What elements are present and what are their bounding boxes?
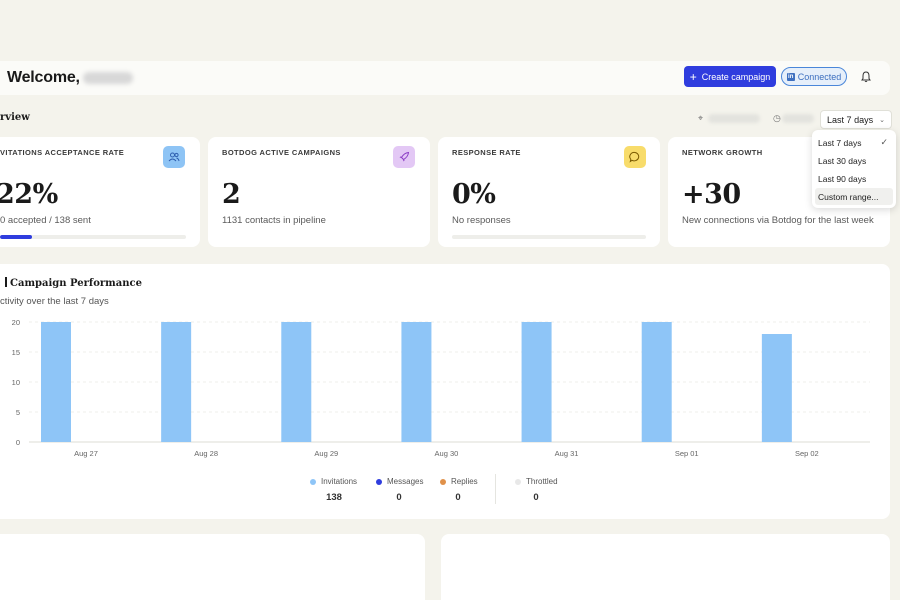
blurred-user-name: [82, 71, 133, 84]
legend-total-replies: 0: [455, 492, 461, 503]
stat-subtext: 1131 contacts in pipeline: [222, 215, 326, 226]
chart-title: Campaign Performance: [5, 277, 142, 289]
welcome-heading: Welcome,: [7, 69, 133, 87]
range-option-30-days[interactable]: Last 30 days: [815, 152, 893, 169]
top-header: Welcome, + Create campaign in Connected: [0, 61, 890, 95]
rocket-icon: [393, 146, 415, 168]
bar-invitations: [161, 322, 192, 442]
range-option-90-days[interactable]: Last 90 days: [815, 170, 893, 187]
range-option-label: Custom range...: [818, 191, 879, 202]
y-tick-label: 5: [16, 408, 20, 417]
create-campaign-button[interactable]: + Create campaign: [684, 66, 776, 87]
range-option-label: Last 30 days: [818, 155, 867, 166]
legend-dot: [310, 478, 316, 485]
plus-icon: +: [689, 69, 697, 84]
x-tick-label: Aug 30: [435, 449, 459, 458]
legend-total-throttled: 0: [533, 492, 539, 503]
bottom-card-left: [0, 534, 425, 600]
stat-value: 0%: [452, 179, 496, 210]
blurred-account-filter[interactable]: [708, 114, 760, 123]
date-range-dropdown: Last 7 days ✓ Last 30 days Last 90 days …: [812, 130, 896, 208]
stat-label: NETWORK GROWTH: [682, 148, 763, 157]
date-range-select[interactable]: Last 7 days ⌄: [820, 110, 892, 129]
progress-fill: [0, 235, 32, 239]
legend-total-invitations: 138: [326, 492, 342, 503]
acceptance-progress-bar: [0, 235, 186, 239]
bar-invitations: [521, 322, 552, 442]
campaign-performance-card: 0 5 10 15 20 Aug 27 Aug 28 Aug 29 Aug 30 Aug 31 Se…: [0, 264, 890, 519]
stat-subtext: New connections via Botdog for the last …: [682, 215, 874, 226]
overview-heading: rview: [0, 112, 30, 123]
response-progress-bar: [452, 235, 646, 239]
stat-card-acceptance-rate: VITATIONS ACCEPTANCE RATE 22% 0 accepted…: [0, 137, 200, 247]
y-tick-label: 0: [16, 438, 20, 447]
legend-item-messages[interactable]: Messages: [376, 477, 423, 486]
linkedin-connected-badge[interactable]: in Connected: [781, 67, 847, 86]
legend-item-invitations[interactable]: Invitations: [310, 477, 357, 486]
bottom-card-right: [441, 534, 890, 600]
range-option-label: Last 7 days: [818, 137, 862, 148]
x-tick-label: Aug 27: [74, 449, 98, 458]
blurred-time-filter[interactable]: [782, 114, 814, 123]
linkedin-icon: in: [786, 72, 795, 81]
stat-value: 22%: [0, 179, 58, 210]
legend-label: Messages: [387, 477, 424, 486]
legend-total-messages: 0: [396, 492, 402, 503]
legend-label: Replies: [451, 477, 478, 486]
y-tick-label: 20: [12, 318, 20, 327]
range-option-label: Last 90 days: [818, 173, 867, 184]
performance-bar-chart: 0 5 10 15 20 Aug 27 Aug 28 Aug 29 Aug 30 Aug 31 Se…: [12, 318, 870, 458]
stat-label: RESPONSE RATE: [452, 148, 521, 157]
create-campaign-label: Create campaign: [701, 71, 771, 82]
clock-icon: ◷: [773, 113, 781, 123]
range-option-7-days[interactable]: Last 7 days ✓: [815, 134, 893, 151]
bar-invitations: [761, 334, 792, 442]
bar-invitations: [641, 322, 672, 442]
bell-icon[interactable]: [859, 70, 873, 84]
x-tick-label: Sep 01: [675, 449, 699, 458]
legend-label: Throttled: [526, 477, 558, 486]
x-tick-label: Sep 02: [795, 449, 819, 458]
stat-subtext: No responses: [452, 215, 511, 226]
stat-label: BOTDOG ACTIVE CAMPAIGNS: [222, 148, 341, 157]
users-icon: [163, 146, 185, 168]
legend-item-throttled[interactable]: Throttled: [515, 477, 558, 486]
bar-invitations: [281, 322, 312, 442]
chart-title-text: Campaign Performance: [10, 278, 142, 289]
x-tick-label: Aug 28: [194, 449, 218, 458]
stat-card-active-campaigns: BOTDOG ACTIVE CAMPAIGNS 2 1131 contacts …: [208, 137, 430, 247]
legend-dot: [440, 478, 446, 485]
check-icon: ✓: [880, 137, 888, 147]
crosshair-icon: ⌖: [698, 113, 704, 123]
connected-label: Connected: [797, 71, 842, 82]
y-tick-label: 10: [12, 378, 20, 387]
bar-invitations: [401, 322, 432, 442]
chat-icon: [624, 146, 646, 168]
date-range-value: Last 7 days: [827, 114, 874, 125]
stat-subtext: 0 accepted / 138 sent: [0, 215, 91, 226]
stat-value: 2: [222, 179, 241, 210]
x-tick-label: Aug 29: [314, 449, 338, 458]
stat-card-response-rate: RESPONSE RATE 0% No responses: [438, 137, 660, 247]
range-option-custom[interactable]: Custom range...: [815, 188, 893, 205]
welcome-text: Welcome,: [7, 69, 80, 86]
legend-dot: [515, 478, 521, 485]
stat-value: +30: [682, 179, 741, 210]
x-tick-label: Aug 31: [555, 449, 579, 458]
legend-divider: [495, 474, 496, 504]
stat-label: VITATIONS ACCEPTANCE RATE: [0, 148, 125, 157]
y-tick-label: 15: [12, 348, 20, 357]
title-marker-icon: [5, 277, 7, 287]
bar-invitations: [41, 322, 71, 442]
chart-subtitle: ctivity over the last 7 days: [0, 296, 109, 307]
legend-label: Invitations: [321, 477, 358, 486]
legend-dot: [376, 478, 382, 485]
legend-item-replies[interactable]: Replies: [440, 477, 478, 486]
chevron-down-icon: ⌄: [879, 116, 885, 124]
